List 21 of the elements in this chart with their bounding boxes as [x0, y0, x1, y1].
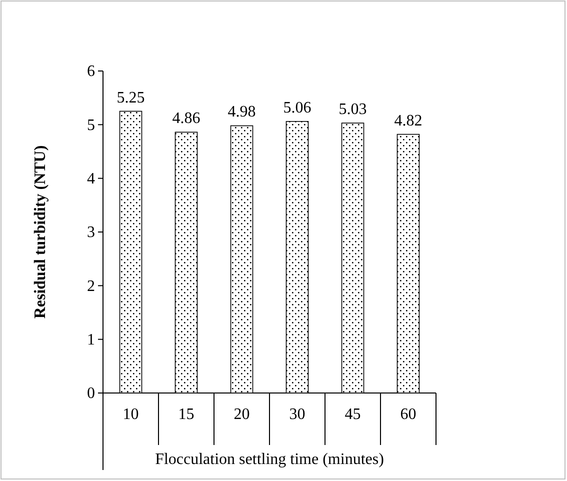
y-tick-label: 0 [87, 385, 95, 402]
x-tick-label: 45 [344, 406, 361, 423]
data-label: 5.03 [338, 101, 367, 118]
y-tick-label: 1 [87, 331, 95, 348]
data-label: 5.06 [283, 99, 312, 116]
data-label: 4.86 [172, 110, 200, 128]
y-tick-label: 2 [87, 278, 95, 295]
y-tick-label: 5 [87, 116, 95, 134]
x-axis-title: Flocculation settling time (minutes) [155, 451, 384, 468]
x-tick-label: 20 [234, 406, 250, 423]
x-tick-label: 30 [289, 406, 306, 423]
x-tick-label: 15 [178, 406, 194, 423]
y-tick-label: 4 [87, 170, 95, 188]
y-tick-label: 3 [87, 224, 95, 242]
data-label: 5.25 [116, 89, 145, 106]
y-tick-label: 6 [87, 63, 95, 80]
data-label: 4.98 [228, 104, 256, 121]
y-axis-title: Residual turbidity (NTU) [32, 145, 49, 319]
data-label: 4.82 [394, 112, 422, 130]
x-tick-label: 10 [122, 406, 139, 423]
x-tick-label: 60 [400, 406, 416, 423]
